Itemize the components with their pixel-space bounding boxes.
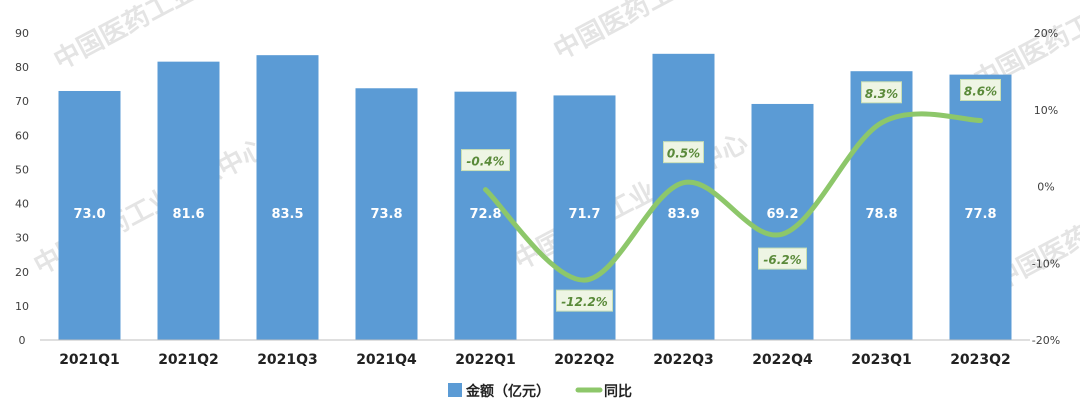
bar-value-label: 69.2 [766,207,798,222]
legend-bar-swatch [448,383,462,397]
category-label: 2022Q1 [455,352,516,368]
right-tick-label: -10% [1032,257,1060,270]
category-label: 2021Q2 [158,352,219,368]
legend-bar-label: 金额（亿元） [465,383,550,400]
left-tick-label: 90 [15,27,29,40]
category-label: 2021Q1 [59,352,120,368]
yoy-value-label: 0.5% [667,147,700,161]
category-label: 2022Q3 [653,352,714,368]
right-tick-label: 20% [1034,27,1058,40]
category-label: 2021Q3 [257,352,318,368]
right-tick-label: -20% [1032,334,1060,347]
yoy-value-labels: -0.4% -12.2% 0.5% -6.2% 8.3% 8.6% [461,78,1001,312]
yoy-label-box [861,81,902,104]
yoy-value-label: -12.2% [561,295,608,309]
yoy-value-label: -0.4% [466,155,504,169]
bar [355,88,418,340]
right-tick-label: 0% [1037,181,1054,194]
bar [58,90,121,340]
left-axis: 0 10 20 30 40 50 60 70 80 90 [15,27,29,347]
bar-value-label: 71.7 [568,207,600,222]
yoy-label-box [960,78,1001,101]
left-tick-label: 80 [15,61,29,74]
yoy-value-label: -6.2% [763,253,801,267]
bar-value-label: 73.0 [73,207,105,222]
yoy-label-box [663,141,704,164]
yoy-value-label: 8.3% [865,87,898,101]
bar [256,55,319,341]
left-tick-label: 20 [15,266,29,279]
category-axis: 2021Q1 2021Q2 2021Q3 2021Q4 2022Q1 2022Q2 2022… [59,352,1011,368]
category-label: 2022Q4 [752,352,813,368]
left-tick-label: 50 [15,163,29,176]
bar [850,71,913,341]
bar-value-labels: 73.0 81.6 83.5 73.8 72.8 71.7 83.9 69.2 78.8 77.8 [73,207,996,222]
left-tick-label: 10 [15,300,29,313]
left-tick-label: 70 [15,95,29,108]
bar-value-label: 72.8 [469,207,501,222]
left-tick-label: 0 [19,334,26,347]
bar-value-label: 81.6 [172,207,204,222]
bar-series [58,53,1012,341]
yoy-value-label: 8.6% [964,84,997,98]
bar-value-label: 73.8 [370,207,402,222]
yoy-line-series [483,111,983,283]
bar-value-label: 78.8 [865,207,897,222]
category-label: 2022Q2 [554,352,615,368]
legend: 金额（亿元） 同比 [448,383,632,400]
legend-line-label: 同比 [604,383,632,400]
right-tick-label: 10% [1034,104,1058,117]
category-label: 2021Q4 [356,352,417,368]
right-axis: -20% -10% 0% 10% 20% [1032,27,1060,347]
watermark-text: 中国医药工业信息中心 [509,127,753,276]
yoy-label-box [461,149,510,172]
bar-value-label: 83.9 [667,207,699,222]
bar-value-label: 77.8 [964,207,996,222]
yoy-line [483,111,983,283]
yoy-label-box [556,289,613,312]
category-label: 2023Q2 [950,352,1011,368]
bar-value-label: 83.5 [271,207,303,222]
yoy-label-box [758,247,807,270]
left-tick-label: 30 [15,232,29,245]
left-tick-label: 40 [15,198,29,211]
left-tick-label: 60 [15,129,29,142]
bar [157,61,220,341]
category-label: 2023Q1 [851,352,912,368]
